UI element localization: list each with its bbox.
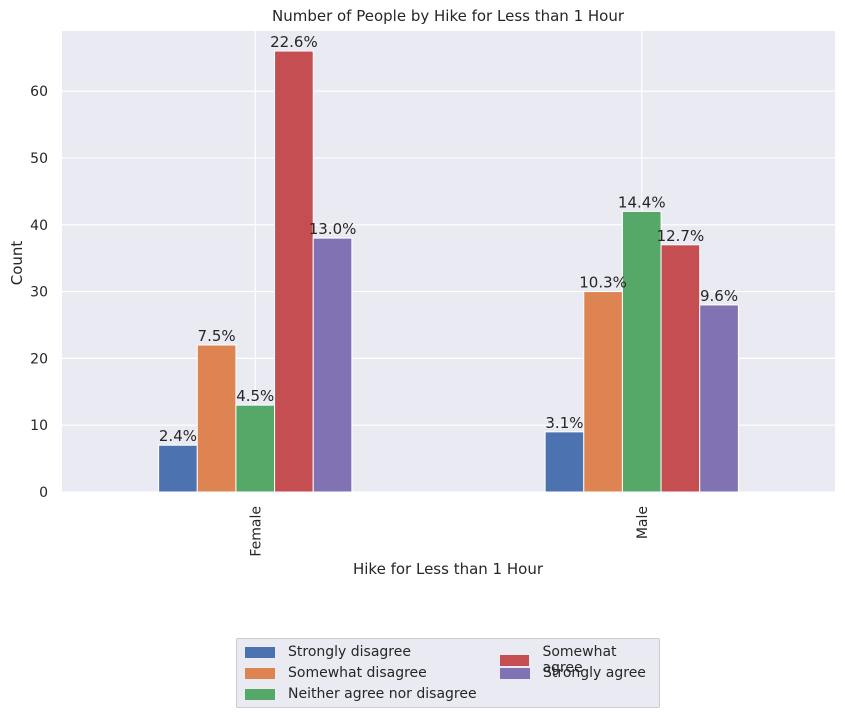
y-tick-label: 50 <box>30 151 48 167</box>
legend-swatch <box>245 667 275 679</box>
legend-swatch <box>245 646 275 658</box>
data-label: 4.5% <box>236 387 274 405</box>
legend: Strongly disagree Somewhat disagree Neit… <box>236 638 660 708</box>
data-label: 7.5% <box>198 327 236 345</box>
data-label: 3.1% <box>545 414 583 432</box>
data-label: 13.0% <box>309 220 357 238</box>
x-tick-label: Female <box>248 506 264 557</box>
legend-label: Somewhat disagree <box>288 665 427 681</box>
data-label: 14.4% <box>618 193 666 211</box>
y-tick-label: 60 <box>30 84 48 100</box>
x-axis-label: Hike for Less than 1 Hour <box>353 560 544 578</box>
legend-item-neither: Neither agree nor disagree <box>245 686 477 702</box>
bar <box>583 291 623 493</box>
data-label: 10.3% <box>579 274 627 292</box>
bar <box>235 404 276 493</box>
data-label: 12.7% <box>657 227 705 245</box>
legend-item-strongly-disagree: Strongly disagree <box>245 644 411 660</box>
bar <box>544 431 585 493</box>
bar <box>621 210 662 493</box>
bar <box>660 244 701 493</box>
y-tick-label: 20 <box>30 351 48 367</box>
x-tick-labels: Female Male <box>248 506 651 557</box>
data-label: 22.6% <box>270 33 318 51</box>
y-tick-label: 0 <box>39 485 48 501</box>
bar <box>158 444 198 493</box>
bar <box>699 304 739 493</box>
bar <box>196 344 237 493</box>
legend-swatch <box>500 654 530 666</box>
legend-item-somewhat-agree: Somewhat agree <box>500 644 659 676</box>
y-tick-label: 10 <box>30 418 48 434</box>
data-label: 2.4% <box>159 427 197 445</box>
legend-swatch <box>500 667 530 679</box>
bar <box>312 237 353 493</box>
legend-label: Strongly disagree <box>288 644 411 660</box>
data-labels-group: 2.4% 3.1% 7.5% 10.3% 4.5% 14.4% 22.6% 12.7% 13.0… <box>159 33 738 445</box>
legend-item-strongly-agree: Strongly agree <box>500 665 646 681</box>
legend-label: Somewhat agree <box>542 644 617 676</box>
x-tick-label: Male <box>635 506 651 539</box>
legend-item-somewhat-disagree: Somewhat disagree <box>245 665 427 681</box>
bars-group <box>158 50 739 493</box>
y-tick-label: 30 <box>30 285 48 301</box>
y-tick-labels: 0 10 20 30 40 50 60 <box>30 84 48 501</box>
y-axis-label: Count <box>8 241 26 286</box>
data-label: 9.6% <box>700 287 738 305</box>
legend-swatch <box>245 688 275 700</box>
chart-title: Number of People by Hike for Less than 1… <box>272 7 625 25</box>
legend-label: Strongly agree <box>543 665 646 681</box>
bar <box>274 50 314 493</box>
legend-label: Neither agree nor disagree <box>288 686 477 702</box>
y-tick-label: 40 <box>30 218 48 234</box>
